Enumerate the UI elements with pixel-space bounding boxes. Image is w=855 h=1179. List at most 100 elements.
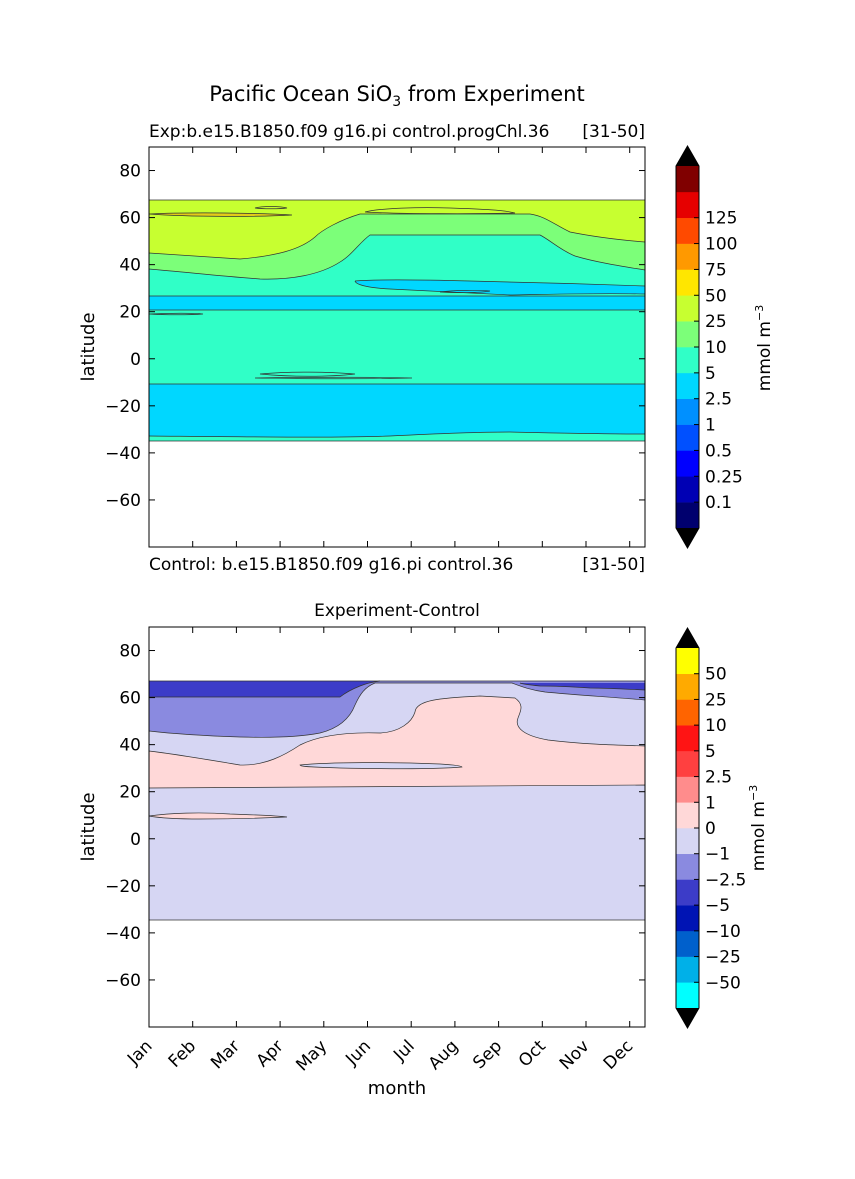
top-colorbar-segment (676, 424, 699, 451)
top-contour-line (148, 312, 204, 316)
bottom-colorbar-segment (676, 725, 699, 752)
top-title-left: Exp:b.e15.B1850.f09 g16.pi control.progC… (149, 122, 549, 142)
top-colorbar-tick-label: 0.5 (705, 441, 732, 461)
bottom-colorbar-tick-label: 5 (705, 742, 716, 762)
top-contour-line (148, 234, 646, 280)
bottom-colorbar-segment (676, 853, 699, 880)
top-colorbar-extend-min (676, 528, 699, 548)
bottom-contour-line (148, 695, 646, 766)
top-colorbar: 0.1 0.25 0.5 1 2.5 5 10 25 50 75 100 125 (675, 144, 743, 550)
bottom-contour-line (519, 682, 646, 691)
top-contour-line (148, 212, 293, 217)
top-ytick-label: 20 (119, 303, 141, 323)
bottom-contour-line (148, 812, 288, 820)
top-colorbar-segment (676, 450, 699, 477)
top-ytick-label: 40 (119, 256, 141, 276)
top-colorbar-segment (676, 372, 699, 400)
top-contour-line (148, 431, 646, 438)
top-contour-line (259, 371, 356, 377)
bottom-colorbar-segment (676, 982, 699, 1009)
bottom-colorbar-tick-label: −25 (705, 948, 741, 968)
bottom-fill-pocket-10n (149, 812, 287, 819)
top-plot-frame (148, 146, 646, 548)
bottom-xaxis-label: month (368, 1078, 426, 1099)
top-colorbar-segment (676, 166, 699, 193)
top-colorbar-segment (676, 476, 699, 503)
bottom-ytick-label: 80 (119, 642, 141, 662)
top-colorbar-tick-label: 75 (705, 260, 727, 280)
top-colorbar-segment (676, 347, 699, 374)
top-fill-midlat (149, 214, 645, 280)
bottom-colorbar-tick-label: 0 (705, 819, 716, 839)
bottom-ytick-label: 40 (119, 736, 141, 756)
top-colorbar-segment (676, 295, 699, 322)
top-ytick-label: 60 (119, 209, 141, 229)
top-contour-line (254, 376, 413, 380)
top-colorbar-label: mmol m−3 (753, 305, 775, 391)
bottom-contour-lines (148, 680, 646, 921)
bottom-colorbar-segment (676, 699, 699, 726)
top-colorbar-segment (676, 398, 699, 425)
bottom-colorbar-tick-label: −5 (705, 896, 730, 916)
bottom-colorbar-extend-min (676, 1008, 699, 1028)
top-colorbar-tick-label: 125 (705, 209, 737, 229)
top-contour-line (364, 207, 516, 215)
bottom-xtick-label: Mar (207, 1036, 244, 1073)
bottom-fill-positive (149, 696, 645, 788)
bottom-ytick-label: −60 (105, 971, 141, 991)
bottom-xtick-label: Jun (341, 1036, 375, 1070)
top-colorbar-segment (676, 502, 699, 529)
bottom-colorbar-tick-label: 2.5 (705, 768, 732, 788)
bottom-colorbar-segment (676, 750, 699, 777)
top-colorbar-extend-max (676, 146, 699, 166)
bottom-colorbar-tick-label: −1 (705, 845, 730, 865)
bottom-colorbar-tick-label: −2.5 (705, 870, 746, 890)
bottom-ytick-label: −40 (105, 924, 141, 944)
bottom-colorbar-segment (676, 648, 699, 675)
bottom-colorbar-tick-label: −10 (705, 922, 741, 942)
bottom-fill-pocket (300, 762, 462, 769)
bottom-panel: Experiment-Control 80 60 40 20 0 −20 −40 −60 Jan… (78, 601, 769, 1099)
bottom-colorbar-segment (676, 828, 699, 855)
top-colorbar-segment (676, 243, 699, 270)
bottom-colorbar-segment (676, 930, 699, 957)
top-colorbar-segment (676, 191, 699, 219)
top-colorbar-tick-label: 10 (705, 338, 727, 358)
bottom-ytick-label: 20 (119, 783, 141, 803)
top-contour-line (354, 280, 646, 296)
top-ytick-label: −60 (105, 491, 141, 511)
bottom-plot-frame (148, 626, 646, 1028)
top-bottom-label-right: [31-50] (582, 555, 645, 575)
bottom-fill-minus2-north (149, 681, 380, 697)
top-axes: 80 60 40 20 0 −20 −40 −60 latitude (78, 147, 645, 547)
bottom-xtick-label: Nov (556, 1036, 594, 1074)
figure-title: Pacific Ocean SiO3 from Experiment (209, 82, 584, 110)
bottom-colorbar-segment (676, 776, 699, 803)
top-ytick-label: −40 (105, 444, 141, 464)
bottom-contour-line (148, 682, 646, 738)
top-colorbar-segment (676, 217, 699, 244)
bottom-xtick-label: Feb (165, 1036, 200, 1071)
bottom-contour-line (149, 680, 381, 698)
top-panel: Exp:b.e15.B1850.f09 g16.pi control.progC… (78, 122, 775, 575)
bottom-contour-line (299, 762, 463, 770)
bottom-colorbar-segment (676, 802, 699, 829)
top-ytick-label: −20 (105, 397, 141, 417)
top-title-right: [31-50] (582, 122, 645, 142)
top-bottom-label-left: Control: b.e15.B1850.f09 g16.pi control.… (149, 555, 513, 575)
bottom-xtick-label: Oct (515, 1036, 550, 1071)
top-fill-band-22n (149, 296, 645, 310)
top-colorbar-tick-label: 1 (705, 416, 716, 436)
top-colorbar-tick-label: 5 (705, 364, 716, 384)
bottom-xtick-label: Apr (253, 1036, 288, 1071)
bottom-ytick-label: 60 (119, 689, 141, 709)
top-colorbar-segment (676, 269, 699, 296)
bottom-colorbar-extend-max (676, 628, 699, 648)
bottom-colorbar-tick-label: 50 (705, 665, 727, 685)
top-contour-line (254, 206, 288, 210)
top-ytick-label: 0 (130, 350, 141, 370)
top-ytick-label: 80 (119, 162, 141, 182)
bottom-xtick-label: Jul (389, 1036, 418, 1065)
